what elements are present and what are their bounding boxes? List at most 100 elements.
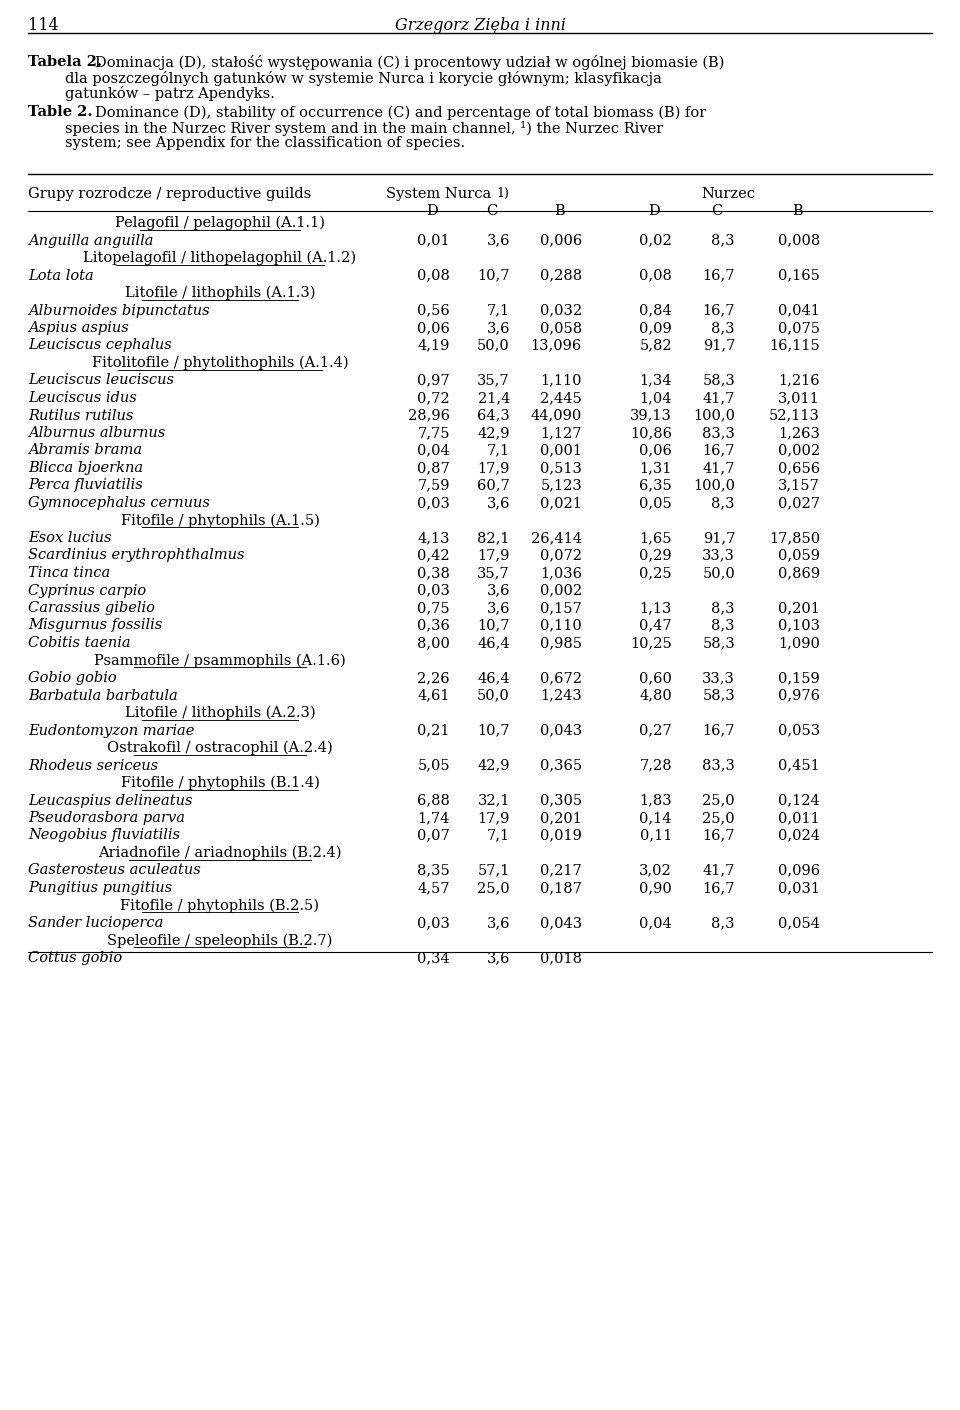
Text: B: B — [793, 204, 804, 219]
Text: Pelagofil / pelagophil (A.1.1): Pelagofil / pelagophil (A.1.1) — [115, 216, 325, 230]
Text: 0,002: 0,002 — [540, 584, 582, 598]
Text: 0,365: 0,365 — [540, 759, 582, 773]
Text: 7,28: 7,28 — [639, 759, 672, 773]
Text: 42,9: 42,9 — [477, 426, 510, 440]
Text: 57,1: 57,1 — [478, 863, 510, 877]
Text: Lota lota: Lota lota — [28, 268, 94, 282]
Text: 0,47: 0,47 — [639, 619, 672, 633]
Text: Speleofile / speleophils (B.2.7): Speleofile / speleophils (B.2.7) — [108, 933, 333, 948]
Text: 50,0: 50,0 — [703, 565, 735, 580]
Text: 58,3: 58,3 — [703, 636, 735, 650]
Text: 0,043: 0,043 — [540, 723, 582, 737]
Text: 8,3: 8,3 — [711, 601, 735, 615]
Text: 0,058: 0,058 — [540, 321, 582, 336]
Text: 8,3: 8,3 — [711, 619, 735, 633]
Text: 0,75: 0,75 — [418, 601, 450, 615]
Text: 0,451: 0,451 — [779, 759, 820, 773]
Text: Pungitius pungitius: Pungitius pungitius — [28, 881, 172, 895]
Text: 16,7: 16,7 — [703, 303, 735, 317]
Text: Ostrakofil / ostracophil (A.2.4): Ostrakofil / ostracophil (A.2.4) — [108, 742, 333, 756]
Text: 35,7: 35,7 — [477, 565, 510, 580]
Text: Perca fluviatilis: Perca fluviatilis — [28, 478, 143, 492]
Text: Cottus gobio: Cottus gobio — [28, 950, 122, 964]
Text: 58,3: 58,3 — [703, 688, 735, 702]
Text: 0,217: 0,217 — [540, 863, 582, 877]
Text: 0,288: 0,288 — [540, 268, 582, 282]
Text: 10,7: 10,7 — [477, 268, 510, 282]
Text: 0,011: 0,011 — [779, 811, 820, 825]
Text: 1,04: 1,04 — [639, 391, 672, 405]
Text: 83,3: 83,3 — [702, 759, 735, 773]
Text: 58,3: 58,3 — [703, 374, 735, 388]
Text: Alburnoides bipunctatus: Alburnoides bipunctatus — [28, 303, 209, 317]
Text: 16,7: 16,7 — [703, 829, 735, 843]
Text: 3,157: 3,157 — [779, 478, 820, 492]
Text: Aspius aspius: Aspius aspius — [28, 321, 129, 336]
Text: 0,90: 0,90 — [639, 881, 672, 895]
Text: System Nurca: System Nurca — [386, 188, 496, 202]
Text: Neogobius fluviatilis: Neogobius fluviatilis — [28, 829, 180, 843]
Text: 0,11: 0,11 — [639, 829, 672, 843]
Text: Psammofile / psammophils (A.1.6): Psammofile / psammophils (A.1.6) — [94, 653, 346, 668]
Text: Litofile / lithophils (A.2.3): Litofile / lithophils (A.2.3) — [125, 706, 315, 721]
Text: 17,9: 17,9 — [478, 461, 510, 475]
Text: 0,021: 0,021 — [540, 496, 582, 510]
Text: 0,072: 0,072 — [540, 548, 582, 563]
Text: 21,4: 21,4 — [478, 391, 510, 405]
Text: 8,3: 8,3 — [711, 916, 735, 931]
Text: 0,09: 0,09 — [639, 321, 672, 336]
Text: 60,7: 60,7 — [477, 478, 510, 492]
Text: 4,19: 4,19 — [418, 338, 450, 352]
Text: 3,011: 3,011 — [779, 391, 820, 405]
Text: 4,61: 4,61 — [418, 688, 450, 702]
Text: Barbatula barbatula: Barbatula barbatula — [28, 688, 178, 702]
Text: 0,043: 0,043 — [540, 916, 582, 931]
Text: 0,059: 0,059 — [778, 548, 820, 563]
Text: dla poszczególnych gatunków w systemie Nurca i korycie głównym; klasyfikacja: dla poszczególnych gatunków w systemie N… — [65, 70, 661, 86]
Text: 0,008: 0,008 — [778, 234, 820, 248]
Text: 13,096: 13,096 — [531, 338, 582, 352]
Text: 3,6: 3,6 — [487, 321, 510, 336]
Text: 26,414: 26,414 — [531, 532, 582, 546]
Text: 0,08: 0,08 — [639, 268, 672, 282]
Text: 5,82: 5,82 — [639, 338, 672, 352]
Text: Gobio gobio: Gobio gobio — [28, 671, 116, 685]
Text: Blicca bjoerkna: Blicca bjoerkna — [28, 461, 143, 475]
Text: Fitofile / phytophils (B.1.4): Fitofile / phytophils (B.1.4) — [121, 776, 320, 791]
Text: 52,113: 52,113 — [769, 409, 820, 423]
Text: B: B — [555, 204, 565, 219]
Text: 41,7: 41,7 — [703, 863, 735, 877]
Text: 1,34: 1,34 — [639, 374, 672, 388]
Text: 8,35: 8,35 — [418, 863, 450, 877]
Text: 0,006: 0,006 — [540, 234, 582, 248]
Text: 16,7: 16,7 — [703, 723, 735, 737]
Text: Esox lucius: Esox lucius — [28, 532, 111, 546]
Text: 1,74: 1,74 — [418, 811, 450, 825]
Text: 0,42: 0,42 — [418, 548, 450, 563]
Text: 33,3: 33,3 — [702, 548, 735, 563]
Text: 0,38: 0,38 — [418, 565, 450, 580]
Text: Fitofile / phytophils (A.1.5): Fitofile / phytophils (A.1.5) — [121, 513, 320, 527]
Text: Leuciscus idus: Leuciscus idus — [28, 391, 136, 405]
Text: 10,25: 10,25 — [631, 636, 672, 650]
Text: 0,21: 0,21 — [418, 723, 450, 737]
Text: 46,4: 46,4 — [477, 636, 510, 650]
Text: 50,0: 50,0 — [477, 688, 510, 702]
Text: 0,87: 0,87 — [418, 461, 450, 475]
Text: 1): 1) — [496, 188, 509, 200]
Text: 0,03: 0,03 — [418, 496, 450, 510]
Text: 0,110: 0,110 — [540, 619, 582, 633]
Text: 25,0: 25,0 — [703, 794, 735, 808]
Text: 32,1: 32,1 — [477, 794, 510, 808]
Text: 83,3: 83,3 — [702, 426, 735, 440]
Text: 100,0: 100,0 — [693, 409, 735, 423]
Text: Gasterosteus aculeatus: Gasterosteus aculeatus — [28, 863, 201, 877]
Text: 8,3: 8,3 — [711, 496, 735, 510]
Text: C: C — [711, 204, 723, 219]
Text: 16,7: 16,7 — [703, 444, 735, 457]
Text: 0,032: 0,032 — [540, 303, 582, 317]
Text: Fitolitofile / phytolithophils (A.1.4): Fitolitofile / phytolithophils (A.1.4) — [92, 355, 348, 371]
Text: Misgurnus fossilis: Misgurnus fossilis — [28, 619, 162, 633]
Text: 6,88: 6,88 — [418, 794, 450, 808]
Text: 0,053: 0,053 — [778, 723, 820, 737]
